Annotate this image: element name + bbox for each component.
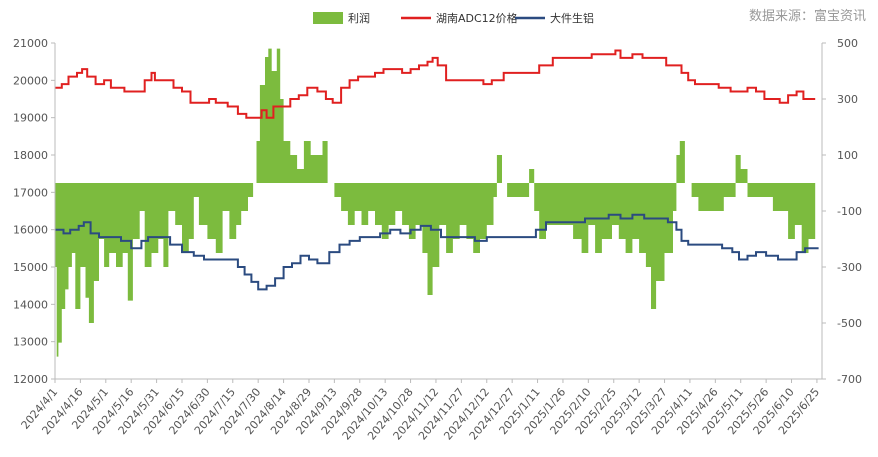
y-left-tick-label: 20000 <box>13 74 48 87</box>
y-right-tick-label: 500 <box>837 37 858 50</box>
y-right-tick-label: 100 <box>837 149 858 162</box>
profit-area <box>55 48 816 357</box>
y-left-tick-label: 21000 <box>13 37 48 50</box>
y-right-tick-label: -500 <box>837 317 862 330</box>
y-left-tick-label: 19000 <box>13 112 48 125</box>
legend-label: 大件生铝 <box>550 11 594 25</box>
legend-label: 湖南ADC12价格 <box>436 11 518 25</box>
series-line-adc12 <box>55 49 816 119</box>
y-left-tick-label: 13000 <box>13 336 48 349</box>
source-label: 数据来源：富宝资讯 <box>749 8 866 24</box>
y-left-tick-label: 12000 <box>13 373 48 386</box>
y-left-tick-label: 18000 <box>13 149 48 162</box>
legend-swatch-profit <box>313 12 343 24</box>
y-left-tick-label: 17000 <box>13 186 48 199</box>
y-right-tick-label: -300 <box>837 261 862 274</box>
legend-label: 利润 <box>348 11 370 25</box>
y-right-tick-label: -700 <box>837 373 862 386</box>
y-right-tick-label: -100 <box>837 205 862 218</box>
y-left-tick-label: 15000 <box>13 261 48 274</box>
series-line-raw-aluminum <box>55 213 819 291</box>
y-left-tick-label: 16000 <box>13 224 48 237</box>
y-right-tick-label: 300 <box>837 93 858 106</box>
y-left-tick-label: 14000 <box>13 298 48 311</box>
